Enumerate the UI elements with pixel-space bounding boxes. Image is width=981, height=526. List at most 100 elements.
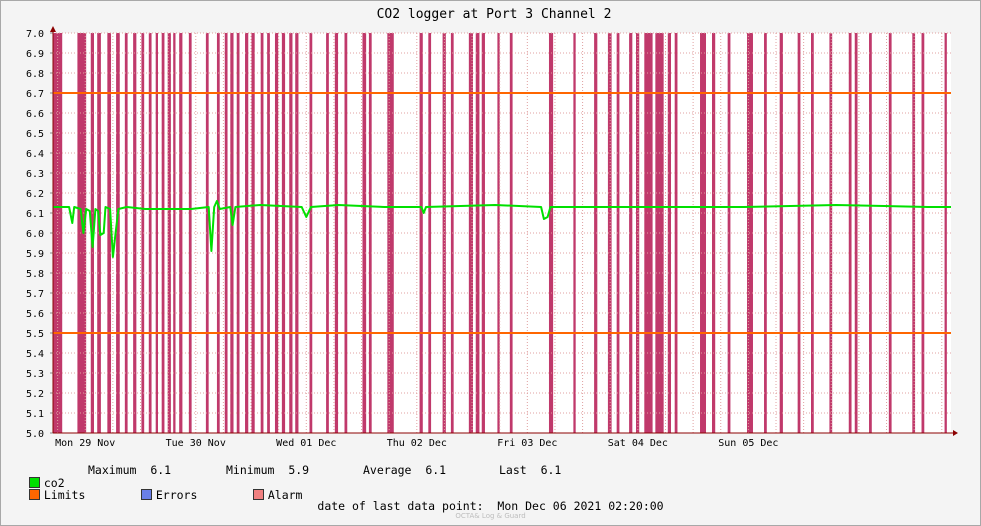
errors-swatch: [140, 489, 152, 500]
y-tick-label: 5.5: [26, 329, 44, 340]
alarm-band: [779, 33, 783, 433]
grid-lines: [50, 32, 951, 434]
alarm-band: [481, 33, 485, 433]
legend-limits-label: Limits: [43, 488, 86, 502]
alarm-band: [116, 33, 120, 433]
y-tick-label: 7.0: [26, 29, 44, 40]
legend-last-label: Last: [499, 463, 527, 477]
alarm-band: [179, 33, 183, 433]
alarm-band: [188, 33, 192, 433]
limits-swatch: [28, 489, 40, 500]
legend-min: Minimum 5.9: [226, 464, 309, 477]
y-tick-label: 6.8: [26, 69, 44, 80]
y-tick-label: 6.2: [26, 189, 44, 200]
y-tick-label: 5.9: [26, 249, 44, 260]
y-tick-label: 5.7: [26, 289, 44, 300]
alarm-band: [77, 33, 87, 433]
alarm-band: [509, 33, 513, 433]
x-axis-arrow: [953, 430, 958, 436]
legend-max-label: Maximum: [88, 463, 137, 477]
alarm-band: [161, 33, 165, 433]
legend-co2-label: co2: [43, 476, 65, 490]
alarm-band: [848, 33, 852, 433]
alarm-swatch: [252, 489, 264, 500]
alarm-band: [700, 33, 707, 433]
y-tick-label: 6.0: [26, 229, 44, 240]
co2-swatch: [28, 477, 40, 488]
y-tick-label: 5.0: [26, 429, 44, 440]
alarm-band: [267, 33, 270, 433]
alarm-band: [155, 33, 158, 433]
watermark: OCTA& Log & Guard: [455, 512, 526, 520]
co2-series-line: [53, 200, 951, 258]
alarm-band: [362, 33, 367, 433]
y-tick-label: 6.1: [26, 209, 44, 220]
legend-max-value: 6.1: [150, 463, 172, 477]
legend-max: Maximum 6.1: [88, 464, 171, 477]
y-tick-label: 5.6: [26, 309, 44, 320]
alarm-band: [419, 33, 423, 433]
x-tick-label: Mon 29 Nov: [55, 438, 115, 449]
legend-alarm-label: Alarm: [267, 488, 303, 502]
legend-row-errors: Errors: [127, 476, 197, 502]
alarm-band: [230, 33, 234, 433]
y-tick-label: 5.2: [26, 389, 44, 400]
alarm-band: [607, 33, 612, 433]
alarm-band: [334, 33, 339, 433]
alarm-band: [251, 33, 255, 433]
alarm-band: [224, 33, 228, 433]
alarm-band: [428, 33, 432, 433]
alarm-band: [797, 33, 801, 433]
chart-title: CO2 logger at Port 3 Channel 2: [377, 7, 612, 22]
alarm-band: [854, 33, 858, 433]
axes: [50, 26, 958, 436]
alarm-band: [245, 33, 249, 433]
y-tick-label: 5.3: [26, 369, 44, 380]
legend-min-label: Minimum: [226, 463, 275, 477]
alarm-band: [97, 33, 101, 433]
alarm-band: [344, 33, 348, 433]
legend-errors-label: Errors: [155, 488, 198, 502]
last-data-point: date of last data point: Mon Dec 06 2021…: [0, 499, 981, 513]
alarm-band: [629, 33, 633, 433]
alarm-band: [53, 33, 63, 433]
alarm-band: [573, 33, 576, 433]
y-tick-label: 5.8: [26, 269, 44, 280]
x-tick-label: Sun 05 Dec: [718, 438, 778, 449]
alarm-band: [674, 33, 678, 433]
y-tick-labels: 7.0 6.9 6.8 6.7 6.6 6.5 6.4 6.3 6.2 6.1 6.0 5.9 5.8 5…: [26, 29, 44, 440]
y-tick-label: 6.5: [26, 129, 44, 140]
x-tick-label: Tue 30 Nov: [166, 438, 226, 449]
legend-avg-value: 6.1: [425, 463, 447, 477]
x-tick-label: Wed 01 Dec: [276, 438, 336, 449]
plot-area: [53, 33, 951, 433]
alarm-band: [497, 33, 500, 433]
legend-row-co2: co2: [15, 464, 65, 490]
alarm-band: [141, 33, 145, 433]
alarm-band: [727, 33, 731, 433]
alarm-band: [944, 33, 947, 433]
alarm-band: [912, 33, 916, 433]
legend-row-alarm: Alarm: [239, 476, 302, 502]
alarm-band: [281, 33, 286, 433]
limit-lines: [53, 92, 951, 334]
y-tick-label: 6.3: [26, 169, 44, 180]
last-point-label: date of last data point:: [317, 499, 484, 513]
alarm-band: [869, 33, 872, 433]
y-tick-label: 5.4: [26, 349, 44, 360]
alarm-band: [921, 33, 925, 433]
alarm-band: [236, 33, 240, 433]
legend-min-value: 5.9: [288, 463, 310, 477]
series-lines: [53, 200, 951, 258]
alarm-band: [644, 33, 653, 433]
y-tick-label: 6.6: [26, 109, 44, 120]
alarm-band: [167, 33, 171, 433]
x-tick-label: Fri 03 Dec: [497, 438, 557, 449]
alarm-band: [309, 33, 313, 433]
y-axis-arrow: [50, 26, 56, 32]
legend-last: Last 6.1: [499, 464, 561, 477]
y-tick-label: 6.7: [26, 89, 44, 100]
alarm-band: [368, 33, 372, 433]
alarm-band: [205, 33, 209, 433]
alarm-band: [260, 33, 264, 433]
